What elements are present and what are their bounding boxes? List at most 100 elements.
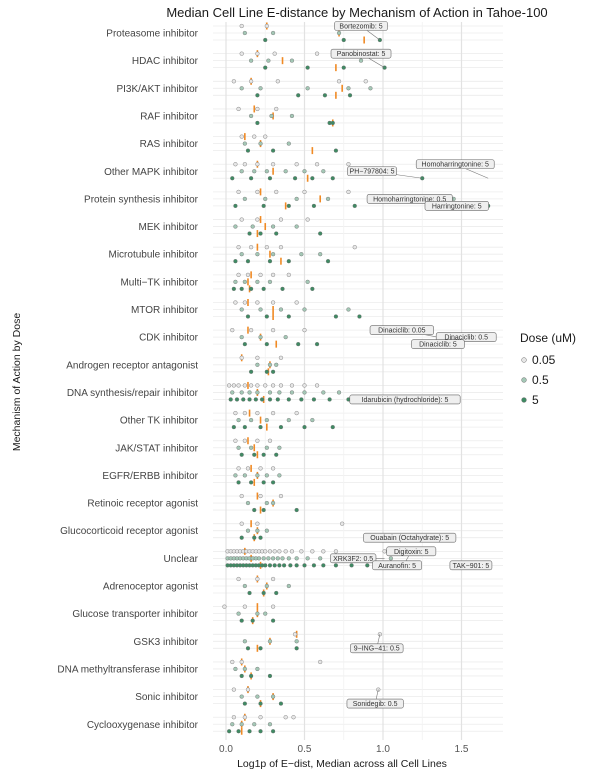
data-point [239, 694, 244, 699]
grid [213, 22, 503, 740]
data-point [249, 79, 254, 84]
data-point [318, 231, 323, 236]
data-point [255, 611, 260, 616]
data-point [242, 196, 247, 201]
data-point [247, 397, 252, 402]
data-point [289, 58, 295, 63]
data-point [271, 411, 276, 416]
data-point [230, 390, 235, 395]
data-point [266, 58, 271, 63]
median-marks [240, 22, 365, 735]
data-point [249, 369, 254, 374]
data-point [340, 521, 345, 526]
data-point [249, 58, 254, 63]
data-point [239, 335, 244, 340]
x-tick-label: 0.5 [298, 744, 312, 755]
annotation-box [424, 201, 489, 211]
annotation-label: Digitoxin: 5 [394, 549, 429, 556]
data-point [242, 715, 247, 720]
data-point [274, 231, 279, 236]
data-point [311, 397, 317, 402]
data-point [247, 231, 252, 236]
data-point [302, 425, 307, 430]
data-point [258, 715, 263, 720]
data-point [242, 342, 247, 347]
data-point [239, 51, 244, 56]
data-point [231, 286, 236, 291]
data-point [264, 169, 269, 174]
data-point [310, 549, 315, 554]
data-point [263, 196, 268, 201]
data-point [255, 51, 260, 56]
data-point [271, 300, 276, 305]
data-point [255, 521, 260, 526]
data-point [236, 418, 241, 423]
data-point [274, 189, 279, 194]
data-point [277, 473, 282, 478]
data-point [236, 383, 241, 388]
data-point [271, 224, 276, 229]
annotation-label: TAK−901: 5 [453, 563, 490, 570]
chart-title: Median Cell Line E-distance by Mechanism… [166, 5, 547, 20]
data-point [296, 342, 301, 347]
data-point [318, 659, 323, 665]
legend-entry: 0.05 [532, 353, 556, 367]
data-point [245, 687, 251, 692]
data-point [321, 563, 326, 568]
data-point [336, 30, 342, 36]
data-point [233, 203, 238, 208]
data-point [292, 176, 298, 181]
y-tick-label: DNA methyltransferase inhibitor [57, 664, 198, 675]
data-point [239, 23, 244, 29]
annotation-label: 9−ING−41: 0.5 [354, 646, 400, 653]
data-point [289, 549, 295, 554]
data-point [305, 86, 310, 91]
data-point [299, 397, 304, 402]
data-point [261, 452, 266, 457]
data-point [233, 411, 238, 416]
y-tick-label: RAF inhibitor [140, 111, 198, 122]
data-point [255, 279, 260, 284]
data-point [236, 576, 241, 582]
data-point [255, 576, 260, 582]
data-point [242, 383, 247, 388]
data-point [302, 169, 307, 174]
data-point [249, 480, 254, 485]
y-tick-label: Microtubule inhibitor [109, 250, 199, 261]
data-point [258, 231, 263, 236]
data-point [242, 473, 247, 478]
data-point [305, 65, 310, 70]
data-point [252, 722, 257, 727]
data-point [267, 722, 273, 727]
data-point [233, 666, 238, 672]
data-point [255, 217, 260, 222]
data-point [239, 618, 244, 623]
data-point [258, 646, 263, 651]
data-point [245, 259, 251, 264]
data-point [352, 203, 357, 208]
data-point [264, 314, 269, 319]
data-point [314, 383, 320, 388]
data-point [346, 189, 351, 194]
data-point [233, 300, 238, 305]
data-point [264, 473, 269, 478]
data-point [252, 507, 257, 513]
y-tick-labels: Proteasome inhibitor HDAC inhibitor PI3K/A… [57, 29, 198, 731]
data-point [264, 528, 269, 533]
data-point [245, 528, 251, 533]
data-point [249, 113, 254, 119]
y-tick-label: JAK/STAT inhibitor [115, 443, 198, 454]
data-point [302, 390, 307, 395]
data-point [333, 563, 338, 568]
data-point [283, 335, 288, 340]
data-point [236, 466, 241, 471]
y-tick-label: Unclear [164, 554, 199, 565]
legend-swatch [521, 377, 527, 383]
data-point [278, 425, 284, 430]
data-point [325, 196, 331, 201]
data-point [233, 224, 238, 229]
data-point [311, 563, 317, 568]
data-point [289, 390, 295, 395]
data-point [294, 300, 299, 305]
